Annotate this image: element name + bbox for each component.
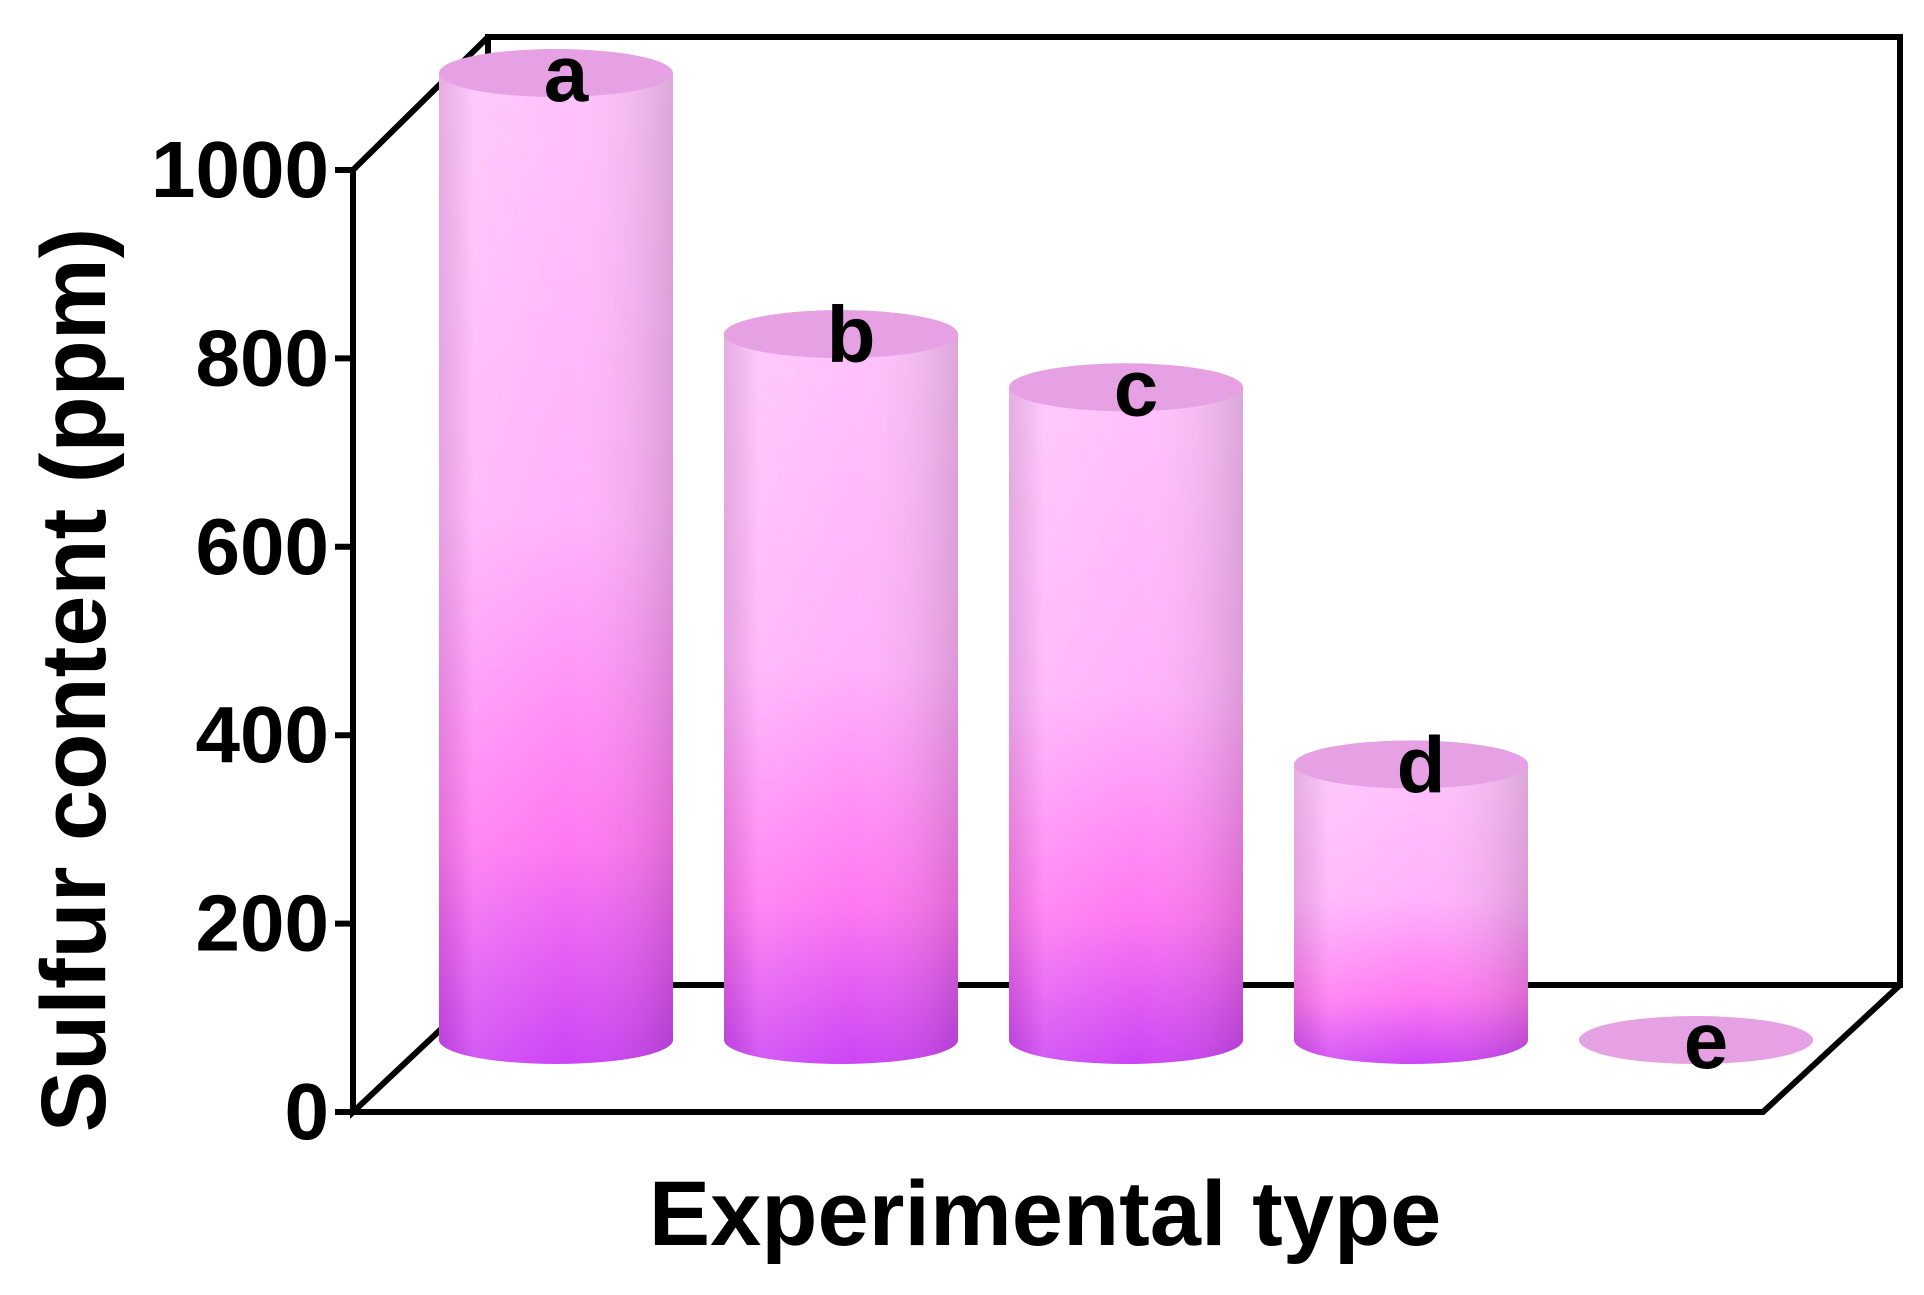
bar-label: a [544,29,589,118]
bar-b: b [724,290,958,1065]
bar-label: c [1114,343,1159,432]
y-tick-label: 0 [285,1067,330,1156]
y-axis-title: Sulfur content (ppm) [23,228,125,1133]
bar-shading [1009,387,1243,1064]
bar-a: a [439,29,673,1064]
bar-top-cap [1009,363,1243,412]
bar-c: c [1009,343,1243,1064]
bar-shading [724,334,958,1065]
y-tick-label: 1000 [151,125,329,214]
bars: a b c d e [439,29,1813,1085]
y-tick-label: 800 [196,313,329,402]
bar-top-cap [1579,1016,1813,1064]
bar-d: d [1294,720,1528,1064]
bar-label: b [827,290,876,379]
bar-label: e [1684,996,1729,1085]
bar-e: e [1579,996,1813,1085]
y-tick-label: 400 [196,690,329,779]
bar-top-cap [724,310,958,359]
bar-shading [439,73,673,1064]
left-side-wall [350,34,491,1119]
bar-shading [1294,764,1528,1064]
y-tick-label: 200 [196,879,329,968]
bar-top-cap [439,49,673,97]
bar-top-cap [1294,740,1528,789]
y-axis: 0 200 400 600 800 1000 [151,125,353,1156]
x-axis-title: Experimental type [649,1163,1442,1265]
bar-label: d [1397,720,1446,809]
floor [353,982,1903,1115]
y-tick-label: 600 [196,502,329,591]
